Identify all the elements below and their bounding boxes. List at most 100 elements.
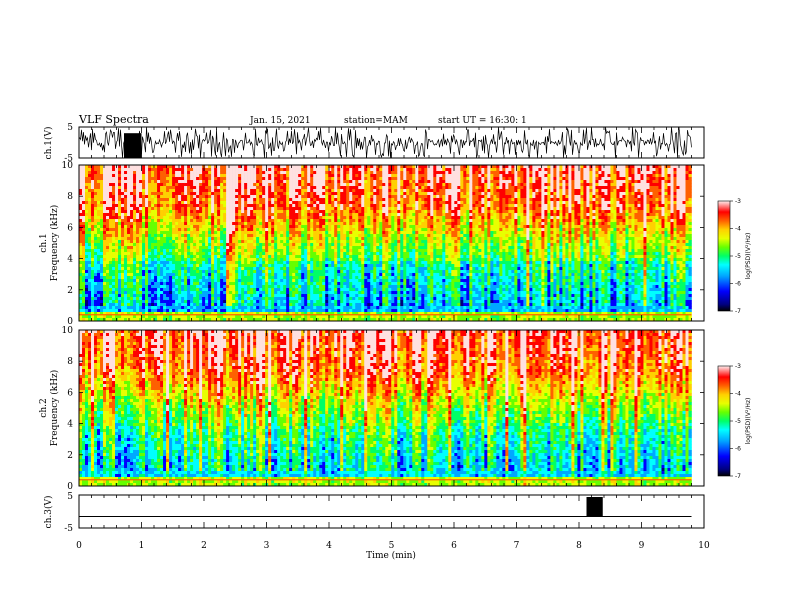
- spectrogram-cell: [361, 246, 365, 250]
- spectrogram-cell: [88, 255, 92, 259]
- spectrogram-cell: [238, 315, 242, 319]
- spectrogram-cell: [268, 186, 272, 190]
- spectrogram-cell: [265, 222, 269, 226]
- spectrogram-cell: [187, 315, 191, 319]
- spectrogram-cell: [184, 192, 188, 196]
- spectrogram-cell: [325, 261, 329, 265]
- spectrogram-cell: [160, 240, 164, 244]
- spectrogram-cell: [274, 168, 278, 172]
- spectrogram-cell: [304, 255, 308, 259]
- spectrogram-cell: [79, 204, 83, 208]
- spectrogram-cell: [337, 192, 341, 196]
- spectrogram-cell: [106, 285, 110, 289]
- spectrogram-cell: [181, 297, 185, 301]
- spectrogram-cell: [253, 189, 257, 193]
- spectrogram-cell: [142, 249, 146, 253]
- spectrogram-cell: [292, 177, 296, 181]
- spectrogram-cell: [238, 309, 242, 313]
- spectrogram-cell: [313, 219, 317, 223]
- spectrogram-cell: [202, 198, 206, 202]
- spectrogram-cell: [154, 309, 158, 313]
- spectrogram-cell: [157, 213, 161, 217]
- spectrogram-cell: [181, 243, 185, 247]
- spectrogram-cell: [79, 180, 83, 184]
- spectrogram-cell: [247, 294, 251, 298]
- spectrogram-cell: [235, 207, 239, 211]
- spectrogram-cell: [355, 312, 359, 316]
- spectrogram-cell: [358, 249, 362, 253]
- spectrogram-cell: [91, 249, 95, 253]
- spectrogram-cell: [202, 174, 206, 178]
- spectrogram-cell: [166, 291, 170, 295]
- spectrogram-cell: [112, 243, 116, 247]
- spectrogram-cell: [115, 237, 119, 241]
- spectrogram-cell: [256, 231, 260, 235]
- spectrogram-cell: [256, 201, 260, 205]
- spectrogram-cell: [85, 189, 89, 193]
- spectrogram-cell: [133, 306, 137, 310]
- spectrogram-cell: [97, 264, 101, 268]
- spectrogram-cell: [130, 195, 134, 199]
- spectrogram-cell: [103, 192, 107, 196]
- spectrogram-cell: [187, 186, 191, 190]
- spectrogram-cell: [133, 294, 137, 298]
- spectrogram-cell: [172, 300, 176, 304]
- spectrogram-cell: [319, 255, 323, 259]
- spectrogram-cell: [334, 180, 338, 184]
- spectrogram-cell: [82, 240, 86, 244]
- spectrogram-cell: [148, 267, 152, 271]
- spectrogram-cell: [85, 180, 89, 184]
- spectrogram-cell: [82, 285, 86, 289]
- spectrogram-cell: [349, 297, 353, 301]
- spectrogram-cell: [79, 234, 83, 238]
- spectrogram-cell: [331, 234, 335, 238]
- spectrogram-cell: [145, 294, 149, 298]
- spectrogram-cell: [274, 192, 278, 196]
- spectrogram-cell: [139, 165, 143, 169]
- spectrogram-cell: [301, 189, 305, 193]
- spectrogram-cell: [277, 291, 281, 295]
- spectrogram-cell: [226, 258, 230, 262]
- spectrogram-cell: [325, 315, 329, 319]
- spectrogram-cell: [181, 216, 185, 220]
- spectrogram-cell: [190, 219, 194, 223]
- spectrogram-cell: [340, 288, 344, 292]
- spectrogram-cell: [301, 258, 305, 262]
- spectrogram-cell: [280, 225, 284, 229]
- spectrogram-cell: [214, 312, 218, 316]
- spectrogram-cell: [301, 216, 305, 220]
- spectrogram-cell: [160, 189, 164, 193]
- spectrogram-cell: [100, 204, 104, 208]
- spectrogram-cell: [301, 291, 305, 295]
- spectrogram-cell: [106, 180, 110, 184]
- spectrogram-cell: [133, 303, 137, 307]
- spectrogram-cell: [310, 297, 314, 301]
- spectrogram-cell: [244, 270, 248, 274]
- spectrogram-cell: [253, 294, 257, 298]
- spectrogram-cell: [175, 216, 179, 220]
- spectrogram-cell: [298, 195, 302, 199]
- spectrogram-cell: [229, 231, 233, 235]
- spectrogram-cell: [163, 240, 167, 244]
- spectrogram-cell: [202, 219, 206, 223]
- spectrogram-cell: [313, 213, 317, 217]
- spectrogram-cell: [223, 288, 227, 292]
- spectrogram-cell: [337, 186, 341, 190]
- spectrogram-cell: [199, 285, 203, 289]
- spectrogram-cell: [241, 312, 245, 316]
- spectrogram-cell: [307, 279, 311, 283]
- spectrogram-cell: [160, 261, 164, 265]
- spectrogram-cell: [268, 234, 272, 238]
- spectrogram-cell: [304, 246, 308, 250]
- spectrogram-cell: [277, 240, 281, 244]
- spectrogram-cell: [319, 276, 323, 280]
- spectrogram-cell: [100, 201, 104, 205]
- spectrogram-cell: [190, 174, 194, 178]
- spectrogram-cell: [211, 210, 215, 214]
- spectrogram-cell: [298, 168, 302, 172]
- spectrogram-cell: [169, 252, 173, 256]
- spectrogram-cell: [259, 246, 263, 250]
- spectrogram-cell: [361, 231, 365, 235]
- spectrogram-cell: [328, 189, 332, 193]
- spectrogram-cell: [241, 264, 245, 268]
